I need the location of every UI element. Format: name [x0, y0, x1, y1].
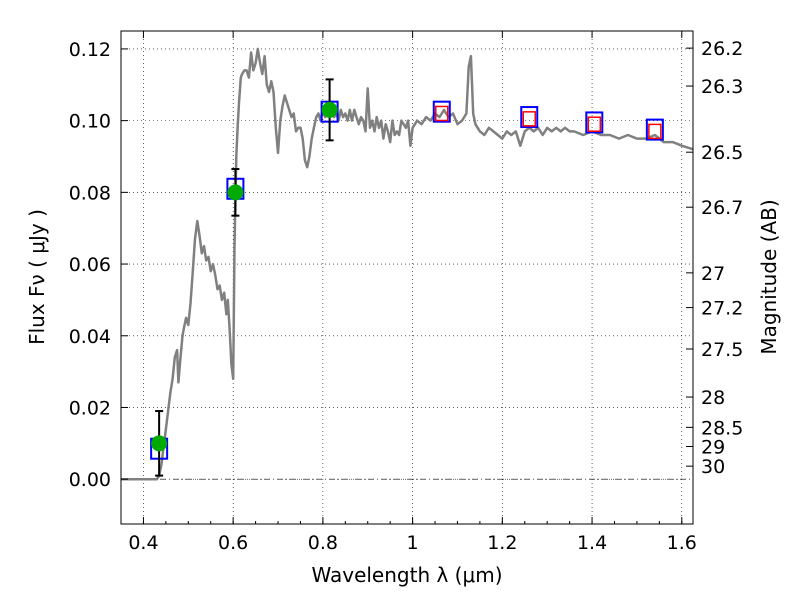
observed-data-point	[151, 435, 168, 452]
y-tick-label: 0.02	[69, 397, 111, 419]
model-band-inner-box	[435, 105, 449, 122]
y-tick-label: 0.00	[69, 469, 111, 491]
x-axis-title: Wavelength λ (μm)	[311, 563, 502, 587]
y-axis-title: Flux Fν ( μJy )	[25, 209, 49, 345]
model-band-inner-box	[522, 111, 537, 127]
model-band-box	[520, 106, 539, 129]
y-tick-label: 0.10	[69, 111, 111, 133]
magnitude-tick-label: 29	[701, 436, 725, 458]
model-band-inner-box	[587, 116, 602, 132]
grid-lines	[121, 31, 693, 524]
x-tick-label: 1.2	[487, 532, 517, 554]
plot-frame	[120, 30, 694, 525]
x-tick-label: 0.4	[128, 532, 158, 554]
x-tick-label: 0.8	[308, 532, 338, 554]
magnitude-tick-label: 28.5	[701, 417, 743, 439]
model-band-inner-box	[648, 123, 662, 140]
magnitude-tick-label: 26.2	[701, 38, 743, 60]
plot-background	[121, 31, 693, 524]
y-tick-label: 0.06	[69, 254, 111, 276]
magnitude-tick-label: 26.7	[701, 197, 743, 219]
magnitude-tick-label: 30	[701, 456, 725, 478]
magnitude-tick-label: 27.5	[701, 339, 743, 361]
model-band-box	[432, 100, 451, 123]
y-tick-label: 0.04	[69, 326, 111, 348]
magnitude-tick-label: 27.2	[701, 298, 743, 320]
x-tick-label: 0.6	[218, 532, 248, 554]
magnitude-tick-label: 26.5	[701, 142, 743, 164]
y-tick-label: 0.12	[69, 39, 111, 61]
observed-data-point	[227, 184, 244, 201]
magnitude-tick-label: 28	[701, 387, 725, 409]
x-tick-label: 1	[407, 532, 419, 554]
model-band-box	[585, 111, 604, 134]
x-tick-label: 1.4	[577, 532, 607, 554]
magnitude-axis-title: Magnitude (AB)	[757, 199, 781, 354]
model-band-box	[645, 118, 664, 141]
observed-data-point	[321, 101, 338, 118]
axis-ticks: 0.4 0.6 0.8 1 1.2 1.4 1.6 0.00 0.02 0.04 0.06 0.08 0…	[69, 31, 743, 554]
magnitude-tick-label: 27	[701, 263, 725, 285]
plot-area	[121, 47, 694, 481]
y-tick-label: 0.08	[69, 182, 111, 204]
x-tick-label: 1.6	[667, 532, 697, 554]
magnitude-tick-label: 26.3	[701, 76, 743, 98]
